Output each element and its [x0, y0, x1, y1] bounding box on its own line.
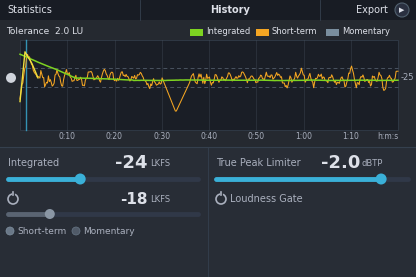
Bar — [0, 20, 416, 147]
Text: LKFS: LKFS — [150, 196, 170, 204]
Text: -24: -24 — [116, 154, 148, 172]
Text: Tolerance  2.0 LU: Tolerance 2.0 LU — [6, 27, 83, 37]
Text: -18: -18 — [121, 191, 148, 206]
Text: Short-term: Short-term — [17, 227, 66, 235]
Text: Statistics: Statistics — [7, 5, 52, 15]
Circle shape — [6, 227, 14, 235]
Bar — [190, 29, 203, 35]
Bar — [0, 0, 416, 20]
Text: Integrated: Integrated — [206, 27, 250, 37]
Text: dBTP: dBTP — [362, 160, 384, 168]
Circle shape — [45, 209, 55, 219]
Text: ▶: ▶ — [399, 7, 405, 13]
Circle shape — [395, 3, 409, 17]
Circle shape — [75, 173, 86, 184]
Text: 0:50: 0:50 — [248, 132, 265, 141]
Text: True Peak Limiter: True Peak Limiter — [216, 158, 301, 168]
Text: History: History — [210, 5, 250, 15]
Text: LKFS: LKFS — [150, 160, 170, 168]
Text: Momentary: Momentary — [83, 227, 135, 235]
Bar — [0, 147, 416, 277]
Circle shape — [72, 227, 80, 235]
Text: Momentary: Momentary — [342, 27, 390, 37]
Text: Integrated: Integrated — [8, 158, 59, 168]
Text: h:m:s: h:m:s — [377, 132, 398, 141]
Text: Export: Export — [356, 5, 388, 15]
Bar — [326, 29, 339, 35]
Text: Loudness Gate: Loudness Gate — [230, 194, 302, 204]
Text: -2.0: -2.0 — [321, 154, 360, 172]
Text: 0:30: 0:30 — [153, 132, 170, 141]
Text: 0:20: 0:20 — [106, 132, 123, 141]
Bar — [20, 40, 398, 130]
Text: 1:00: 1:00 — [295, 132, 312, 141]
Text: 1:10: 1:10 — [342, 132, 359, 141]
Text: Short-term: Short-term — [272, 27, 317, 37]
Text: -25: -25 — [401, 73, 414, 82]
Text: 0:40: 0:40 — [201, 132, 218, 141]
Text: 0:10: 0:10 — [59, 132, 76, 141]
Circle shape — [6, 73, 16, 83]
Circle shape — [376, 173, 386, 184]
Bar — [256, 29, 269, 35]
